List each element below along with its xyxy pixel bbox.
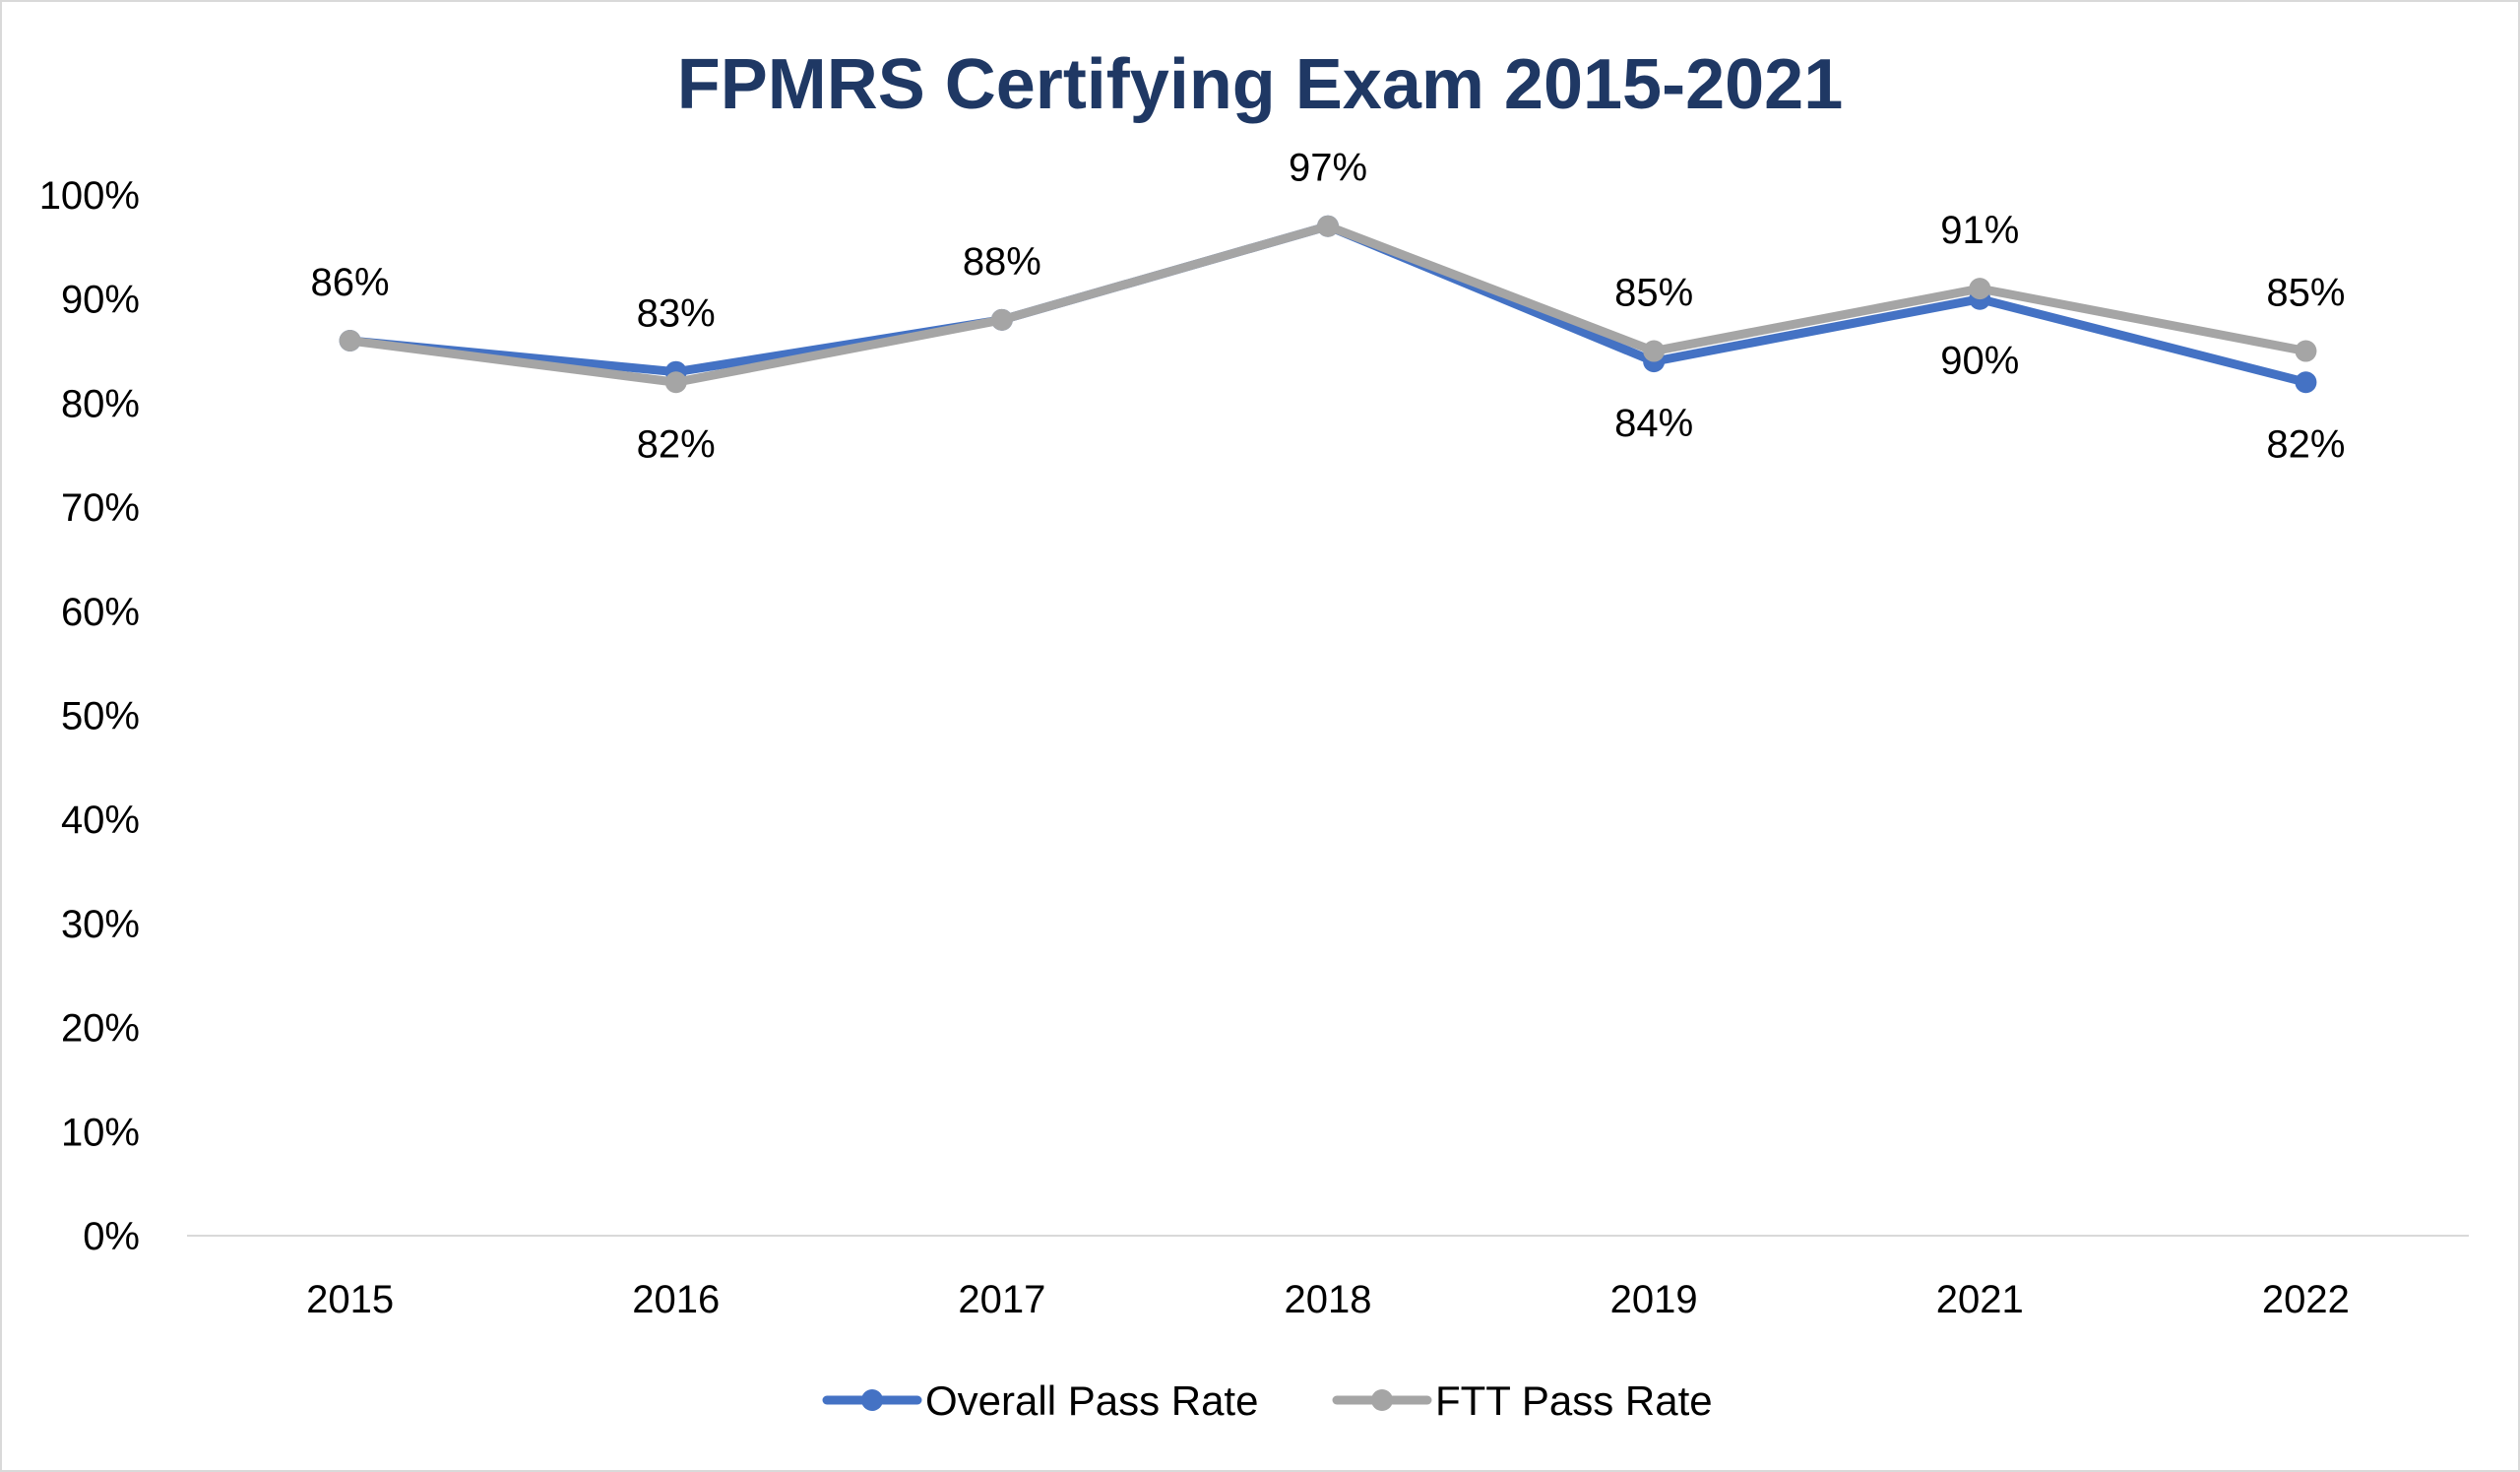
chart-title: FPMRS Certifying Exam 2015-2021 <box>677 45 1843 124</box>
data-point <box>2295 340 2317 362</box>
data-point <box>1969 278 1991 300</box>
data-label: 83% <box>637 292 716 336</box>
y-tick-label: 20% <box>61 1007 140 1051</box>
data-label: 82% <box>2266 422 2345 466</box>
y-tick-label: 80% <box>61 382 140 425</box>
data-point <box>2295 371 2317 394</box>
data-label: 85% <box>1614 272 1693 315</box>
y-tick-label: 50% <box>61 695 140 738</box>
y-tick-label: 100% <box>39 174 140 218</box>
data-point <box>990 308 1013 331</box>
data-point <box>664 371 687 394</box>
data-label: 90% <box>1940 340 2019 383</box>
y-tick-label: 30% <box>61 903 140 946</box>
legend-label: FTT Pass Rate <box>1435 1377 1713 1424</box>
x-axis: 2015 2016 2017 2018 2019 2021 2022 <box>187 1235 2469 1321</box>
data-point <box>1317 215 1339 237</box>
data-point <box>339 329 361 352</box>
data-label: 86% <box>311 261 390 304</box>
x-tick-label: 2018 <box>1285 1278 1372 1321</box>
data-point <box>1643 340 1666 362</box>
legend-marker <box>861 1389 883 1411</box>
data-label: 91% <box>1940 209 2019 252</box>
y-tick-label: 10% <box>61 1111 140 1154</box>
legend-marker <box>1371 1389 1393 1411</box>
data-label: 82% <box>637 422 716 466</box>
x-tick-label: 2022 <box>2262 1278 2350 1321</box>
x-tick-label: 2017 <box>958 1278 1045 1321</box>
data-label: 97% <box>1289 147 1367 190</box>
x-tick-label: 2019 <box>1610 1278 1698 1321</box>
y-axis: 0% 10% 20% 30% 40% 50% 60% 70% 80% 90% 100% <box>39 174 140 1258</box>
data-labels: 83% 84% 90% 82% 86% 82% 88% 97% 85% 91% 85% <box>311 147 2346 467</box>
x-tick-label: 2021 <box>1936 1278 2024 1321</box>
data-label: 84% <box>1614 402 1693 445</box>
series-layer <box>339 215 2317 394</box>
y-tick-label: 70% <box>61 486 140 530</box>
x-tick-label: 2016 <box>632 1278 720 1321</box>
y-tick-label: 90% <box>61 279 140 322</box>
data-label: 85% <box>2266 272 2345 315</box>
legend: Overall Pass Rate FTT Pass Rate <box>822 1377 1713 1424</box>
y-tick-label: 60% <box>61 591 140 634</box>
legend-label: Overall Pass Rate <box>925 1377 1258 1424</box>
data-label: 88% <box>963 240 1041 284</box>
x-tick-label: 2015 <box>306 1278 394 1321</box>
y-tick-label: 0% <box>83 1215 140 1258</box>
y-tick-label: 40% <box>61 799 140 842</box>
